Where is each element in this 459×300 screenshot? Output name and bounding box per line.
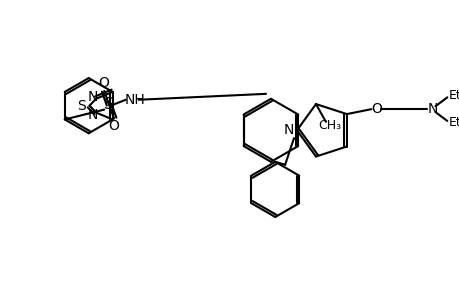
Text: N: N: [283, 123, 294, 137]
Text: O: O: [108, 119, 119, 134]
Text: Et: Et: [448, 89, 459, 102]
Text: CH₃: CH₃: [318, 119, 341, 132]
Text: O: O: [99, 76, 109, 90]
Text: S: S: [104, 97, 114, 112]
Text: NH: NH: [124, 93, 145, 107]
Text: N: N: [88, 90, 98, 104]
Text: O: O: [370, 102, 381, 116]
Text: Et: Et: [448, 116, 459, 129]
Text: N: N: [88, 107, 98, 122]
Text: N: N: [426, 102, 437, 116]
Text: S: S: [77, 99, 86, 113]
